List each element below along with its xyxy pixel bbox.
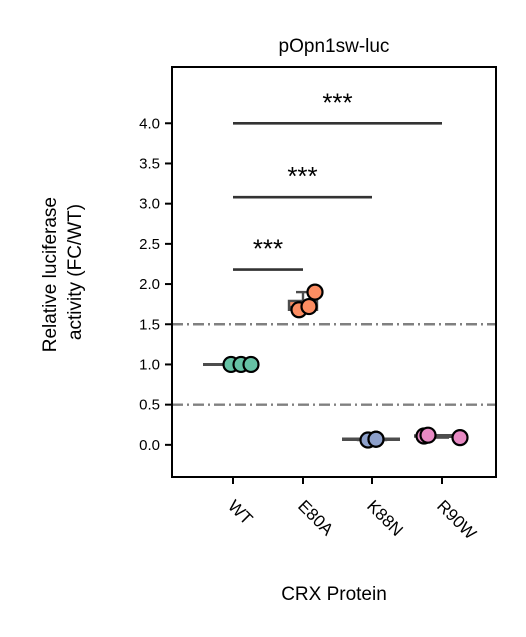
y-tick-label-7: 3.5 — [139, 155, 160, 172]
data-point-R90W-2 — [451, 429, 469, 447]
y-axis: 0.0 0.5 1.0 1.5 2.0 2.5 3.0 3.5 4.0 — [139, 115, 172, 454]
ref-lines — [172, 323, 496, 406]
y-tick-label-5: 2.5 — [139, 236, 160, 253]
x-tick-label-K88N: K88N — [363, 496, 407, 540]
data-point-K88N-2 — [367, 430, 385, 448]
significance-label-0: *** — [253, 234, 283, 264]
data-point-E80A-1 — [300, 297, 318, 316]
x-tick-label-R90W: R90W — [433, 496, 480, 543]
y-axis-title-line-2: activity (FC/WT) — [65, 204, 86, 340]
significance: *** *** *** — [233, 87, 442, 271]
significance-label-2: *** — [322, 87, 352, 117]
y-tick-label-0: 0.0 — [139, 437, 160, 454]
x-tick-label-E80A: E80A — [294, 496, 337, 539]
x-axis-title: CRX Protein — [281, 584, 387, 605]
y-axis-title-line-1: Relative luciferase — [40, 197, 61, 352]
y-tick-label-2: 1.0 — [139, 356, 160, 373]
y-tick-label-6: 3.0 — [139, 196, 160, 213]
plot-frame — [171, 66, 497, 478]
significance-label-1: *** — [287, 161, 317, 191]
y-tick-label-4: 2.0 — [139, 276, 160, 293]
chart-title: pOpn1sw-luc — [279, 36, 390, 57]
y-axis-title: Relative luciferase activity (FC/WT) — [40, 192, 86, 353]
data-point-R90W-1 — [419, 426, 437, 444]
data-point-E80A-2 — [306, 283, 324, 301]
y-tick-label-3: 1.5 — [139, 316, 160, 333]
points — [222, 283, 469, 449]
y-tick-label-1: 0.5 — [139, 397, 160, 414]
x-axis: WT E80A K88N R90W — [224, 477, 480, 543]
y-tick-label-8: 4.0 — [139, 115, 160, 132]
data-point-WT-2 — [242, 355, 260, 374]
x-tick-label-WT: WT — [224, 496, 256, 528]
